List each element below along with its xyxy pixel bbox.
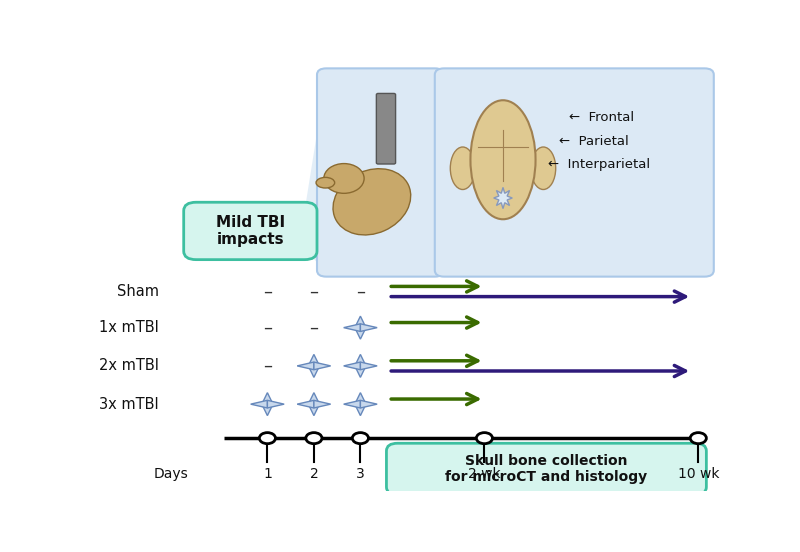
Text: 2x mTBI: 2x mTBI bbox=[99, 358, 159, 373]
Polygon shape bbox=[305, 75, 326, 270]
Ellipse shape bbox=[333, 169, 410, 235]
Text: Sham: Sham bbox=[117, 284, 159, 299]
Polygon shape bbox=[308, 366, 319, 378]
Text: 2 wk: 2 wk bbox=[468, 467, 501, 481]
Polygon shape bbox=[355, 366, 366, 378]
Polygon shape bbox=[355, 404, 366, 416]
Text: –: – bbox=[263, 357, 272, 375]
Text: –: – bbox=[356, 283, 365, 300]
Polygon shape bbox=[360, 324, 377, 331]
Text: 3x mTBI: 3x mTBI bbox=[99, 397, 159, 412]
Text: 3: 3 bbox=[356, 467, 365, 481]
Circle shape bbox=[306, 433, 322, 444]
Polygon shape bbox=[355, 316, 366, 328]
Polygon shape bbox=[297, 362, 314, 370]
FancyBboxPatch shape bbox=[376, 93, 395, 164]
Text: –: – bbox=[310, 319, 318, 337]
Text: Skull bone collection
for microCT and histology: Skull bone collection for microCT and hi… bbox=[446, 454, 647, 484]
Ellipse shape bbox=[531, 147, 556, 189]
Circle shape bbox=[690, 433, 706, 444]
Polygon shape bbox=[267, 400, 284, 408]
Ellipse shape bbox=[316, 177, 334, 188]
Polygon shape bbox=[344, 400, 360, 408]
Polygon shape bbox=[262, 404, 273, 416]
Polygon shape bbox=[308, 392, 319, 404]
Polygon shape bbox=[355, 328, 366, 339]
Text: 2: 2 bbox=[310, 467, 318, 481]
Text: ←  Parietal: ← Parietal bbox=[558, 135, 629, 148]
Text: ←  Interparietal: ← Interparietal bbox=[548, 158, 650, 171]
Ellipse shape bbox=[470, 100, 535, 219]
FancyBboxPatch shape bbox=[317, 68, 444, 277]
Circle shape bbox=[259, 433, 275, 444]
Text: 1x mTBI: 1x mTBI bbox=[99, 320, 159, 335]
Polygon shape bbox=[360, 400, 377, 408]
Polygon shape bbox=[250, 400, 267, 408]
Polygon shape bbox=[308, 354, 319, 366]
Polygon shape bbox=[355, 354, 366, 366]
Polygon shape bbox=[314, 400, 330, 408]
Text: –: – bbox=[263, 283, 272, 300]
Polygon shape bbox=[308, 404, 319, 416]
FancyBboxPatch shape bbox=[435, 68, 714, 277]
Polygon shape bbox=[344, 362, 360, 370]
FancyBboxPatch shape bbox=[386, 443, 706, 495]
Polygon shape bbox=[355, 392, 366, 404]
Circle shape bbox=[476, 433, 493, 444]
Polygon shape bbox=[262, 392, 273, 404]
Text: 10 wk: 10 wk bbox=[678, 467, 719, 481]
Text: –: – bbox=[310, 283, 318, 300]
Text: Mild TBI
impacts: Mild TBI impacts bbox=[216, 215, 285, 247]
Circle shape bbox=[352, 433, 369, 444]
FancyBboxPatch shape bbox=[184, 202, 317, 259]
Polygon shape bbox=[344, 324, 360, 331]
Text: Days: Days bbox=[154, 467, 189, 481]
Text: 1: 1 bbox=[263, 467, 272, 481]
Polygon shape bbox=[494, 187, 512, 209]
Ellipse shape bbox=[450, 147, 475, 189]
Polygon shape bbox=[314, 362, 330, 370]
Text: ←  Frontal: ← Frontal bbox=[569, 112, 634, 124]
Polygon shape bbox=[297, 400, 314, 408]
Ellipse shape bbox=[324, 163, 364, 193]
Text: –: – bbox=[263, 319, 272, 337]
Polygon shape bbox=[360, 362, 377, 370]
